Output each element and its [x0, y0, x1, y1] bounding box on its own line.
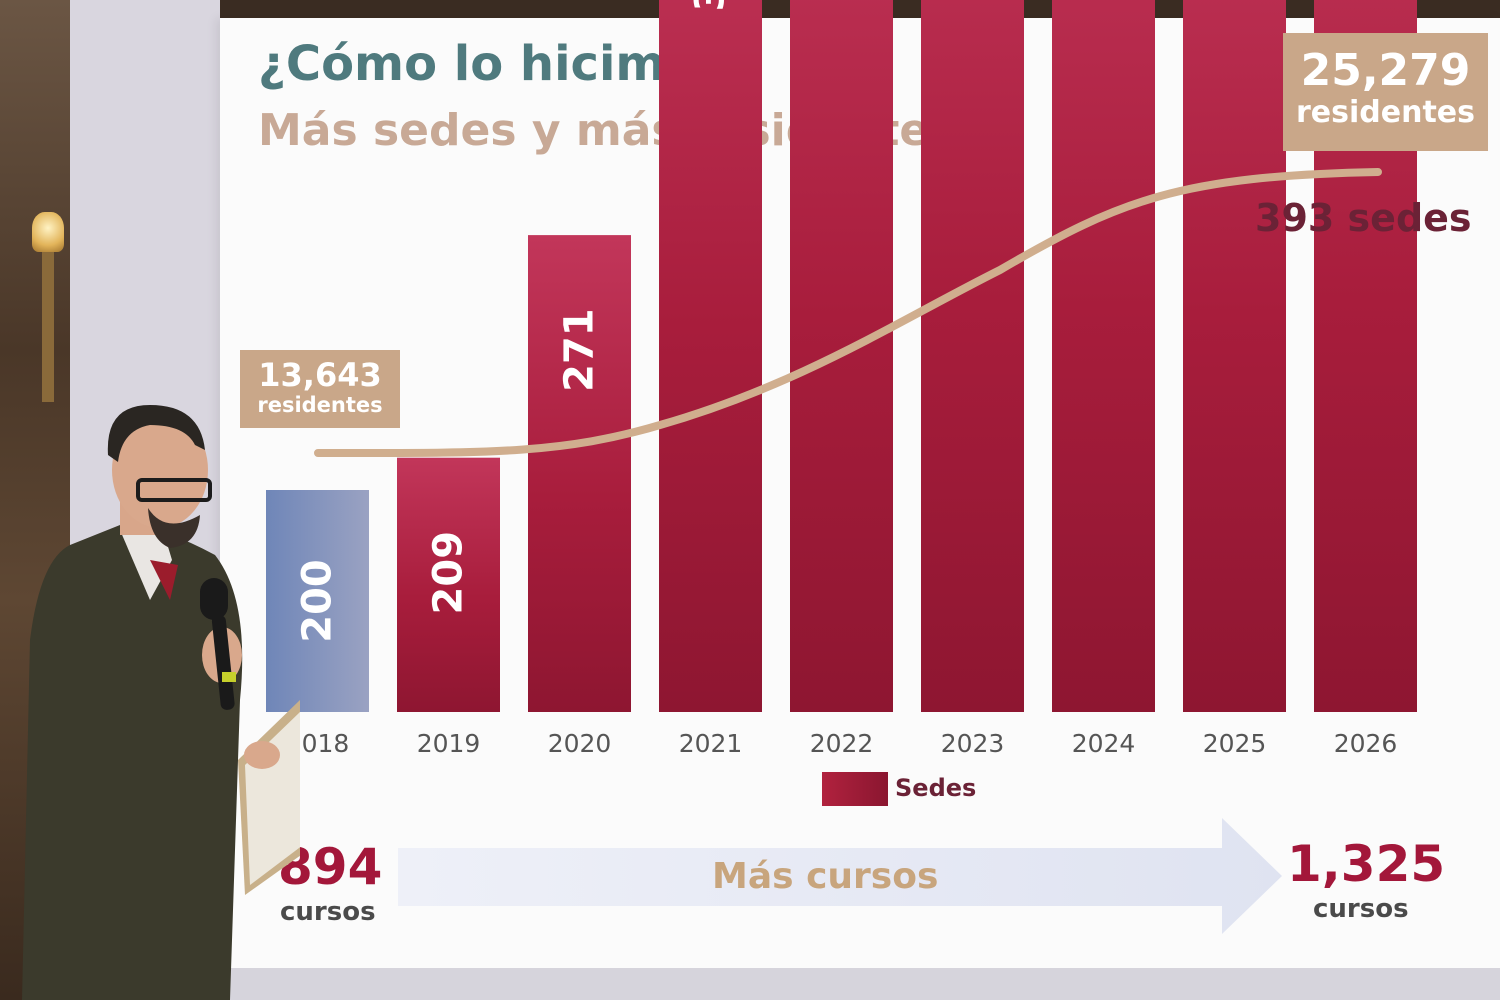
bar-2025 [1183, 0, 1286, 712]
cursos-end-label: cursos [1313, 894, 1409, 924]
bar-2019 [397, 457, 500, 712]
residentes-end-value: 25,279 [1300, 45, 1471, 96]
residentes-start-box: 13,643 residentes [240, 350, 400, 428]
x-tick-2022: 2022 [810, 729, 874, 758]
bar-2020 [528, 235, 631, 713]
x-tick-2025: 2025 [1203, 729, 1267, 758]
legend-label: Sedes [895, 774, 977, 802]
x-tick-2026: 2026 [1334, 729, 1398, 758]
legend-swatch [822, 772, 888, 806]
bar-2024 [1052, 0, 1155, 713]
bar-value-2019: 209 [426, 531, 472, 615]
residentes-curve [314, 168, 1382, 458]
cursos-end-value: 1,325 [1287, 835, 1446, 893]
residentes-start-value: 13,643 [258, 356, 382, 394]
x-tick-2023: 2023 [941, 729, 1005, 758]
bar-2021 [659, 0, 762, 712]
bar-2018 [266, 490, 369, 712]
sedes-end-label: 393 sedes [1255, 196, 1472, 240]
bar-value-2021: 377 [688, 0, 734, 11]
speaker-figure [22, 405, 300, 1000]
residentes-end-label: residentes [1295, 95, 1475, 130]
residentes-start-label: residentes [257, 393, 383, 417]
bar-value-2018: 200 [295, 559, 341, 643]
bar-2023 [921, 0, 1024, 713]
screen-bottom-strip [220, 968, 1500, 1000]
x-tick-2024: 2024 [1072, 729, 1136, 758]
cursos-start-label: cursos [280, 897, 376, 927]
x-tick-2020: 2020 [548, 729, 612, 758]
bar-value-2020: 271 [557, 308, 603, 392]
residentes-end-box: 25,279 residentes [1283, 33, 1488, 151]
x-tick-2019: 2019 [417, 729, 481, 758]
mas-cursos-label: Más cursos [712, 856, 939, 897]
x-tick-2021: 2021 [679, 729, 743, 758]
lamp-post [42, 252, 54, 402]
mas-cursos-arrow [398, 818, 1282, 934]
speaker-body [22, 405, 300, 1000]
lamp-icon [32, 212, 64, 252]
